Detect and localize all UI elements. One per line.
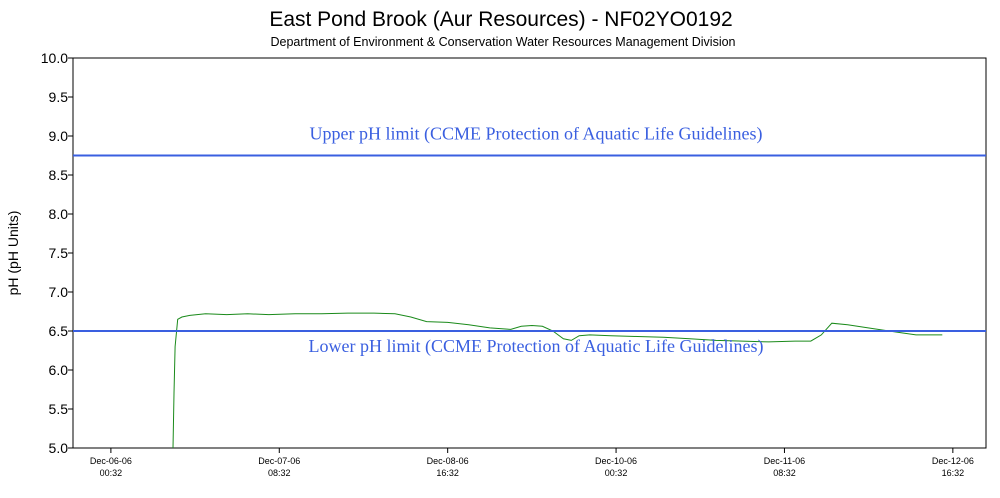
x-tick-time: 00:32 [100,468,123,478]
y-tick-label: 9.5 [49,89,69,105]
x-tick-date: Dec-11-06 [764,456,805,466]
x-tick-time: 16:32 [942,468,965,478]
x-tick-time: 08:32 [773,468,796,478]
chart-subtitle: Department of Environment & Conservation… [270,35,735,49]
y-tick-label: 8.5 [49,167,69,183]
x-tick-time: 16:32 [436,468,459,478]
plot-frame [72,57,987,449]
y-tick-label: 9.0 [49,128,69,144]
reference-lines: Upper pH limit (CCME Protection of Aquat… [73,124,986,357]
y-tick-label: 7.5 [49,245,69,261]
x-tick-date: Dec-08-06 [427,456,469,466]
chart-title: East Pond Brook (Aur Resources) - NF02YO… [269,8,732,31]
x-tick-time: 08:32 [268,468,291,478]
y-tick-label: 8.0 [49,206,69,222]
x-tick-date: Dec-06-06 [90,456,132,466]
series-layer [172,312,943,449]
x-tick-time: 00:32 [605,468,628,478]
y-tick-label: 6.5 [49,323,69,339]
x-tick-date: Dec-07-06 [258,456,300,466]
lower-ph-limit-label: Lower pH limit (CCME Protection of Aquat… [309,336,764,357]
x-tick-date: Dec-12-06 [932,456,974,466]
x-axis: Dec-06-06 00:32 Dec-07-06 08:32 Dec-08-06 16:… [90,448,974,478]
x-tick-date: Dec-10-06 [595,456,637,466]
upper-ph-limit-label: Upper pH limit (CCME Protection of Aquat… [310,124,763,145]
y-tick-label: 7.0 [49,284,69,300]
y-tick-label: 6.0 [49,362,69,378]
y-axis: 5.0 5.5 6.0 6.5 7.0 7.5 8.0 8.5 9.0 9.5 10.0 [41,50,73,456]
y-axis-label: pH (pH Units) [5,211,21,296]
ph-series-line [172,312,943,449]
y-tick-label: 5.5 [49,401,69,417]
y-tick-label: 10.0 [41,50,68,66]
y-tick-label: 5.0 [49,440,69,456]
